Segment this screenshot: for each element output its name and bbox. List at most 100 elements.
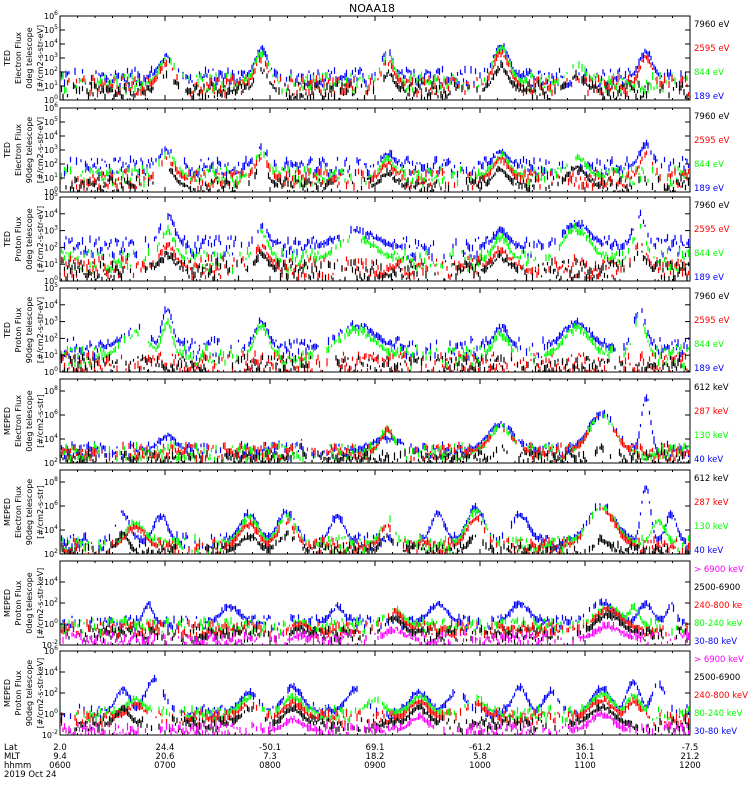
series-287-kev — [60, 507, 690, 554]
legend-entry: 240-800 keV — [694, 691, 748, 701]
series-marks — [60, 691, 690, 724]
figure-title: NOAA18 — [349, 2, 395, 15]
series-marks — [60, 485, 690, 553]
legend-entry: 7960 eV — [694, 20, 730, 30]
y-axis-label-line: [#/cm2-s-str-keV] — [36, 658, 45, 729]
footer-row-label: Lat — [4, 743, 18, 753]
y-axis-label-line: Proton Flux — [14, 580, 23, 625]
y-tick-label: 105 — [44, 24, 58, 35]
y-axis-label-line: 90deg telescope — [25, 297, 34, 364]
y-axis-label-line: TED — [3, 322, 12, 339]
series-2595-ev — [60, 350, 690, 372]
footer-lat-value: 36.1 — [576, 743, 595, 753]
footer-hhmm-value: 0600 — [49, 761, 71, 771]
legend-entry: 80-240 keV — [694, 709, 743, 719]
y-tick-label: 103 — [44, 144, 58, 155]
series-80-240-kev — [60, 691, 690, 724]
y-axis-label-line: [#/cm2-s-str] — [36, 394, 45, 447]
panel-7-data — [60, 598, 690, 645]
footer-mlt-value: 18.2 — [366, 752, 385, 762]
y-axis-label-line: MEPED — [3, 589, 12, 617]
legend-entry: 7960 eV — [694, 292, 730, 302]
series-marks — [60, 602, 687, 637]
y-axis-label-line: [#/cm2-s-str-eV] — [36, 25, 45, 91]
legend-entry: 80-240 keV — [694, 619, 743, 629]
footer-hhmm-value: 0700 — [154, 761, 176, 771]
footer-date: 2019 Oct 24 — [4, 770, 57, 780]
legend-entry: 612 keV — [694, 474, 729, 484]
footer-hhmm-value: 0800 — [259, 761, 281, 771]
y-axis-label-line: 0deg telescope — [25, 390, 34, 451]
y-tick-label: 108 — [44, 476, 58, 487]
y-tick-label: 100 — [44, 708, 58, 719]
footer-lat-value: -50.1 — [259, 743, 281, 753]
panel-1: 100 101 102 103 104 105 106 TED Electron Flux 0de… — [3, 10, 730, 105]
panel-6: 102 104 106 108 MEPED Electron Flux 90deg tele… — [3, 469, 729, 559]
footer-mlt-value: 9.4 — [53, 752, 67, 762]
y-tick-label: 103 — [44, 52, 58, 63]
y-tick-label: 104 — [44, 299, 58, 310]
y-tick-label: 108 — [44, 385, 58, 396]
footer-hhmm-value: 1100 — [574, 761, 596, 771]
footer-lat-value: 69.1 — [366, 743, 385, 753]
footer-mlt-value: 10.1 — [576, 752, 595, 762]
y-tick-label: 102 — [44, 332, 58, 343]
y-axis-label-line: TED — [3, 142, 12, 159]
series-marks — [60, 165, 690, 192]
series-2595-ev — [66, 49, 690, 98]
y-tick-label: 104 — [44, 666, 58, 677]
panel-7: 10-2 100 102 104 MEPED Proton Flux 0deg telesc… — [3, 560, 744, 650]
y-axis-label-line: [#/cm2-s-str] — [36, 485, 45, 538]
y-axis-label-line: Proton Flux — [14, 670, 23, 715]
series-marks — [60, 150, 690, 189]
y-tick-label: 102 — [44, 66, 58, 77]
y-tick-label: 100 — [44, 618, 58, 629]
y-axis-label-line: TED — [3, 231, 12, 248]
legend-entry: 7960 eV — [694, 112, 730, 122]
legend-entry: 2595 eV — [694, 44, 730, 54]
y-axis-label-line: [#/cm2-s-str-keV] — [36, 568, 45, 639]
series-189-ev — [60, 306, 690, 362]
legend-entry: > 6900 keV — [694, 655, 744, 665]
y-axis-label-line: MEPED — [3, 679, 12, 707]
series-844-ev — [60, 150, 690, 189]
legend-entry: 2595 eV — [694, 316, 730, 326]
series-marks — [60, 443, 690, 463]
series-marks — [60, 249, 690, 281]
y-tick-label: 106 — [44, 645, 58, 656]
series-189-ev — [63, 209, 690, 262]
series-marks — [63, 209, 690, 262]
legend-entry: 2595 eV — [694, 136, 730, 146]
y-axis-label-line: 0deg telescope — [25, 208, 34, 269]
y-axis-label-line: [#/cm2-s-str-eV] — [36, 117, 45, 183]
y-tick-label: 102 — [44, 548, 58, 559]
y-axis-label-line: 90deg telescope — [25, 117, 34, 184]
series-7960-ev — [60, 165, 690, 192]
footer-hhmm-value: 1200 — [679, 761, 701, 771]
y-tick-label: 100 — [44, 186, 58, 197]
footer-mlt-value: 5.8 — [473, 752, 487, 762]
legend-entry: 30-80 keV — [694, 727, 737, 737]
y-axis-label-line: MEPED — [3, 498, 12, 526]
y-tick-label: 102 — [44, 597, 58, 608]
panel-1-data — [60, 43, 690, 100]
series-marks — [60, 350, 690, 372]
y-tick-label: 103 — [44, 225, 58, 236]
footer-hhmm-value: 1000 — [469, 761, 491, 771]
legend-entry: 844 eV — [694, 340, 724, 350]
y-tick-label: 104 — [44, 433, 58, 444]
y-axis-label-line: 0deg telescope — [25, 27, 34, 88]
panel-6-data — [60, 485, 690, 554]
footer-hhmm-value: 0900 — [364, 761, 386, 771]
legend-entry: 40 keV — [694, 546, 723, 556]
series-7960-ev — [60, 249, 690, 281]
series-marks — [60, 604, 688, 639]
y-tick-label: 106 — [44, 10, 58, 21]
legend-entry: 287 keV — [694, 407, 729, 417]
y-axis-label-line: Proton Flux — [14, 216, 23, 261]
legend-entry: 2500-6900 — [694, 583, 740, 593]
y-tick-label: 106 — [44, 102, 58, 113]
y-tick-label: 101 — [44, 349, 58, 360]
